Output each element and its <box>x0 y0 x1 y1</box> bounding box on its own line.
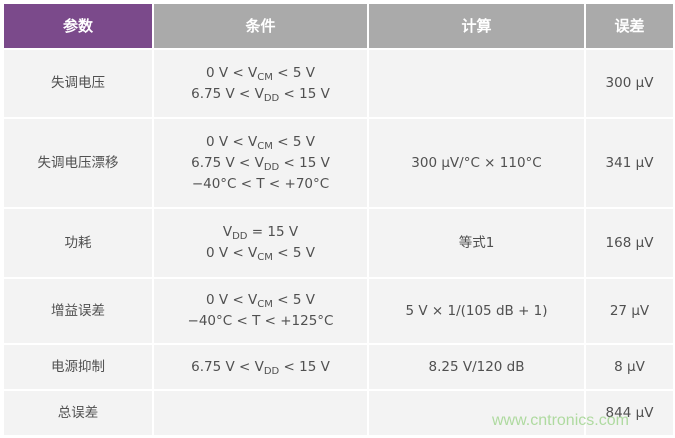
condition-text: −40°C < T < +125°C <box>187 313 334 329</box>
condition-text: 0 V < V <box>206 292 258 308</box>
condition-line: −40°C < T < +70°C <box>154 174 367 195</box>
condition-text: 0 V < V <box>206 133 258 150</box>
param-cell: 增益误差 <box>4 279 152 343</box>
error-cell: 8 μV <box>586 345 673 389</box>
condition-text: 6.75 V < V <box>191 358 264 375</box>
condition-line: 0 V < VCM < 5 V <box>154 290 367 311</box>
table-row: 增益误差 0 V < VCM < 5 V −40°C < T < +125°C 5 V… <box>4 279 673 343</box>
error-cell: 300 μV <box>586 50 673 117</box>
condition-text: −40°C < T < +70°C <box>191 175 330 192</box>
condition-subscript: DD <box>263 365 280 377</box>
table-row: 电源抑制 6.75 V < VDD < 15 V 8.25 V/120 dB 8 μV <box>4 345 673 389</box>
error-cell: 168 μV <box>586 209 673 277</box>
table-row: 总误差 844 μV <box>4 391 673 435</box>
condition-subscript: CM <box>257 140 273 152</box>
condition-line: 0 V < VCM < 5 V <box>154 132 367 153</box>
header-error: 误差 <box>586 4 673 48</box>
table-row: 失调电压 0 V < VCM < 5 V 6.75 V < VDD < 15 V 30… <box>4 50 673 117</box>
condition-line: −40°C < T < +125°C <box>154 311 367 332</box>
condition-line: 6.75 V < VDD < 15 V <box>154 153 367 174</box>
condition-line: 6.75 V < VDD < 15 V <box>154 357 367 378</box>
calc-cell: 8.25 V/120 dB <box>369 345 584 389</box>
header-row: 参数 条件 计算 误差 <box>4 4 673 48</box>
header-conditions: 条件 <box>154 4 367 48</box>
calc-cell: 5 V × 1/(105 dB + 1) <box>369 279 584 343</box>
condition-text: < 5 V <box>272 133 315 150</box>
condition-text: < 5 V <box>272 292 315 308</box>
condition-text: V <box>222 224 233 240</box>
condition-subscript: CM <box>257 299 273 310</box>
error-cell: 844 μV <box>586 391 673 435</box>
conditions-cell: 0 V < VCM < 5 V −40°C < T < +125°C <box>154 279 367 343</box>
param-cell: 电源抑制 <box>4 345 152 389</box>
error-cell: 341 μV <box>586 119 673 207</box>
watermark: www.cntronics.com <box>492 412 629 429</box>
condition-line: 6.75 V < VDD < 15 V <box>154 84 367 105</box>
condition-text: 0 V < V <box>206 64 258 81</box>
conditions-cell: 0 V < VCM < 5 V 6.75 V < VDD < 15 V −40°C … <box>154 119 367 207</box>
condition-subscript: CM <box>257 252 273 263</box>
condition-text: < 5 V <box>272 245 315 261</box>
condition-text: 6.75 V < V <box>191 154 264 171</box>
condition-subscript: DD <box>263 161 280 173</box>
condition-text: 6.75 V < V <box>191 85 264 102</box>
conditions-cell <box>154 391 367 435</box>
condition-subscript: DD <box>263 92 280 104</box>
calc-cell: 300 μV/°C × 110°C <box>369 119 584 207</box>
header-calc: 计算 <box>369 4 584 48</box>
param-cell: 失调电压 <box>4 50 152 117</box>
condition-text: = 15 V <box>247 224 299 240</box>
conditions-cell: 0 V < VCM < 5 V 6.75 V < VDD < 15 V <box>154 50 367 117</box>
table-row: 失调电压漂移 0 V < VCM < 5 V 6.75 V < VDD < 15 V… <box>4 119 673 207</box>
conditions-cell: 6.75 V < VDD < 15 V <box>154 345 367 389</box>
condition-text: < 5 V <box>272 64 315 81</box>
header-param: 参数 <box>4 4 152 48</box>
condition-text: < 15 V <box>279 85 330 102</box>
param-cell: 失调电压漂移 <box>4 119 152 207</box>
param-cell: 功耗 <box>4 209 152 277</box>
condition-line: 0 V < VCM < 5 V <box>154 63 367 84</box>
condition-subscript: DD <box>232 231 248 242</box>
calc-cell: 等式1 <box>369 209 584 277</box>
condition-line: VDD = 15 V <box>154 222 367 243</box>
condition-text: < 15 V <box>279 358 330 375</box>
condition-text: 0 V < V <box>206 245 258 261</box>
condition-subscript: CM <box>257 71 273 83</box>
error-cell: 27 μV <box>586 279 673 343</box>
calc-cell <box>369 50 584 117</box>
condition-line: 0 V < VCM < 5 V <box>154 243 367 264</box>
param-cell: 总误差 <box>4 391 152 435</box>
calc-cell <box>369 391 584 435</box>
condition-text: < 15 V <box>279 154 330 171</box>
